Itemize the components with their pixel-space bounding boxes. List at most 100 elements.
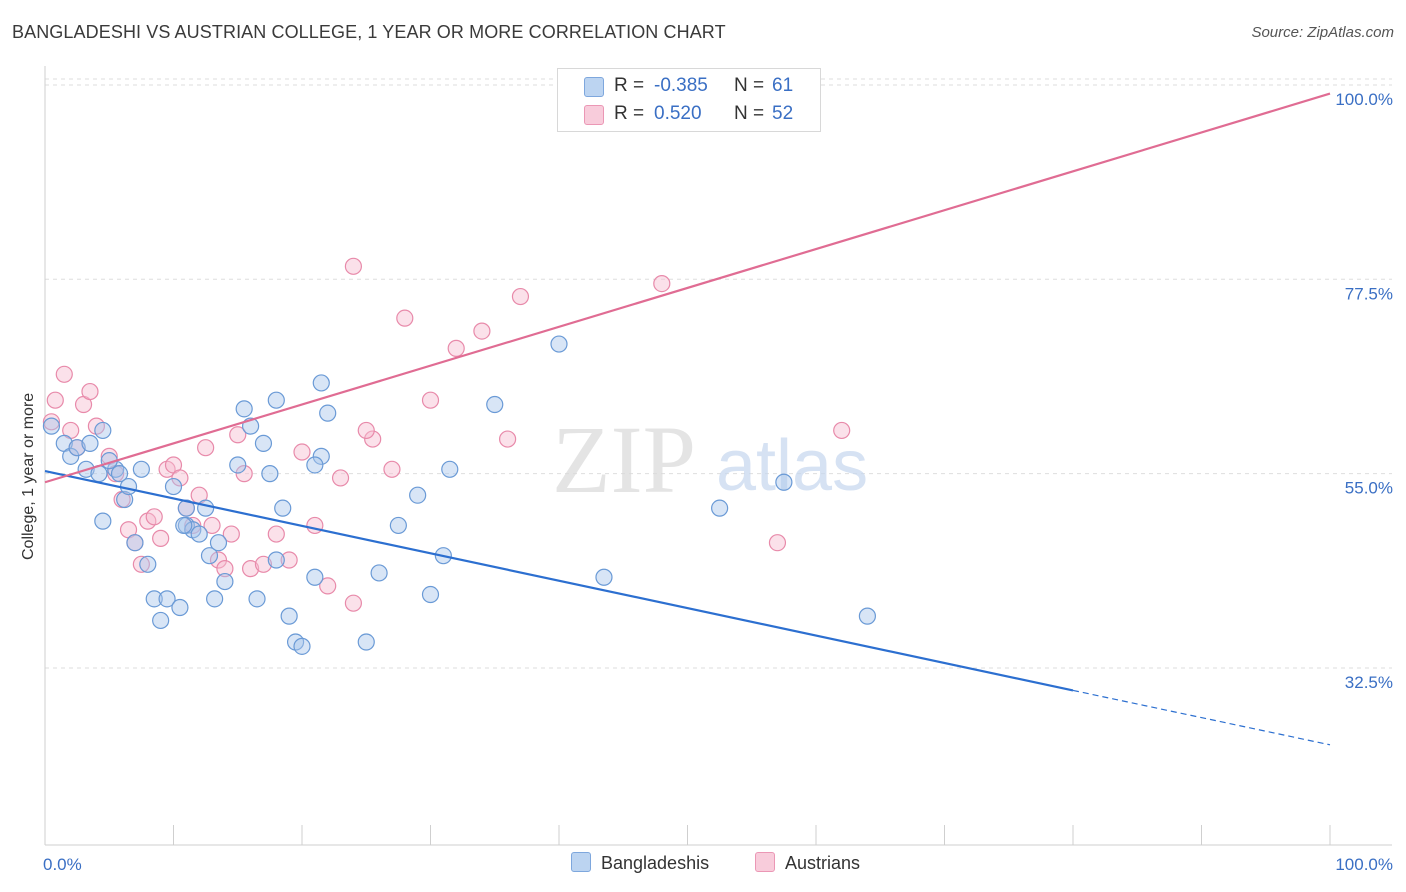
watermark: ZIP atlas [552, 406, 868, 513]
bangladeshi-point [158, 590, 176, 608]
legend-r-label: R = [614, 75, 645, 96]
austrian-point [229, 426, 247, 444]
austrian-point [280, 551, 298, 569]
legend-row-bangladeshis: R = -0.385 N = 61 [558, 73, 820, 101]
bangladeshi-point [94, 512, 112, 530]
bangladeshi-point [110, 465, 129, 483]
bangladeshi-point [254, 434, 273, 452]
y-tick-label: 77.5% [1345, 284, 1393, 303]
austrian-point [364, 430, 382, 448]
legend-swatch-blue [571, 852, 591, 872]
austrian-point [197, 439, 215, 457]
legend-n-label: N = [734, 75, 765, 96]
austrian-point [171, 469, 189, 487]
legend-bangladeshis: Bangladeshis [571, 852, 709, 874]
bangladeshi-point [206, 590, 224, 608]
austrian-point [267, 525, 285, 543]
legend-austrians: Austrians [755, 852, 860, 874]
bangladeshi-point [274, 499, 292, 517]
bangladeshi-point [216, 572, 234, 591]
austrian-point [511, 287, 530, 306]
bangladeshi-point [312, 374, 330, 392]
bangladeshi-point [94, 421, 112, 440]
legend-r-value: 0.520 [654, 103, 702, 124]
bangladeshi-point [248, 590, 266, 608]
bangladeshi-point [595, 568, 613, 586]
bangladeshi-point [200, 547, 219, 565]
x-tick-label: 0.0% [43, 855, 82, 874]
austrian-point [216, 560, 234, 578]
austrian-point [55, 365, 73, 383]
austrian-point [306, 516, 324, 535]
austrian-point [383, 460, 401, 478]
chart-title: BANGLADESHI VS AUSTRIAN COLLEGE, 1 YEAR … [12, 22, 726, 42]
austrian-point [344, 594, 362, 612]
legend-swatch-pink [584, 105, 604, 125]
bangladeshi-point [126, 534, 144, 552]
bangladeshi-point [293, 637, 311, 655]
bangladeshi-point [68, 439, 86, 457]
bangladeshi-point [357, 633, 375, 651]
bangladeshi-point [312, 447, 330, 465]
bangladeshi-point [267, 391, 285, 409]
legend-n-value: 61 [772, 75, 794, 96]
source-label: Source: ZipAtlas.com [1251, 24, 1394, 41]
x-tick-labels: 0.0% 100.0% [43, 855, 1393, 874]
bangladeshi-point [775, 473, 793, 491]
axes [44, 66, 1392, 846]
watermark-atlas: atlas [716, 426, 868, 506]
legend-n-label: N = [734, 103, 765, 124]
bangladeshi-point [306, 568, 324, 586]
austrian-point [42, 413, 61, 431]
bangladeshi-point [81, 434, 99, 452]
austrian-point [145, 508, 163, 526]
austrians-points [42, 257, 851, 612]
correlation-legend: R = -0.385 N = 61 R = 0.520 N = 52 [557, 68, 821, 132]
bangladeshi-point [486, 395, 504, 414]
bangladeshi-point [190, 525, 208, 543]
bangladeshi-point [421, 585, 440, 604]
austrian-trend-line [44, 92, 1331, 484]
legend-label-austrians: Austrians [785, 853, 861, 873]
bangladeshi-point [152, 611, 170, 630]
bangladeshis-points [42, 335, 877, 655]
bangladeshi-point [550, 335, 568, 353]
austrian-point [421, 391, 440, 409]
austrian-point [319, 577, 337, 595]
austrian-point [132, 555, 150, 573]
austrian-point [209, 551, 228, 569]
bangladeshi-trend-line [44, 469, 1074, 692]
austrian-point [357, 421, 375, 440]
austrian-point [344, 257, 362, 275]
legend-label-bangladeshis: Bangladeshis [601, 853, 710, 873]
bangladeshi-point [389, 516, 407, 535]
legend-swatch-blue [584, 77, 604, 97]
y-tick-labels: 32.5% 55.0% 77.5% 100.0% [1335, 90, 1393, 692]
legend-swatch-pink [755, 852, 775, 872]
y-tick-label: 55.0% [1345, 479, 1393, 498]
bangladeshi-point [209, 534, 228, 552]
y-axis-label: College, 1 year or more [20, 392, 37, 560]
bangladeshi-point [711, 499, 729, 517]
y-tick-label: 32.5% [1345, 673, 1393, 692]
bangladeshi-point [229, 456, 247, 474]
austrian-point [203, 516, 221, 535]
austrian-point [331, 469, 350, 487]
bangladeshi-point [164, 477, 183, 496]
bangladeshi-point [280, 607, 298, 625]
bangladeshi-point [171, 598, 189, 617]
austrian-point [473, 322, 491, 340]
austrian-point [447, 339, 465, 357]
austrian-point [653, 275, 671, 293]
bangladeshi-point [197, 499, 215, 517]
bangladeshi-point [409, 486, 427, 504]
bangladeshi-point [319, 404, 337, 422]
bangladeshi-point [441, 460, 459, 478]
legend-r-label: R = [614, 103, 645, 124]
austrian-point [768, 534, 787, 552]
bangladeshi-point [267, 551, 285, 569]
austrian-point [242, 560, 260, 578]
bangladeshi-point [145, 590, 163, 608]
x-tick-label: 100.0% [1335, 855, 1393, 874]
